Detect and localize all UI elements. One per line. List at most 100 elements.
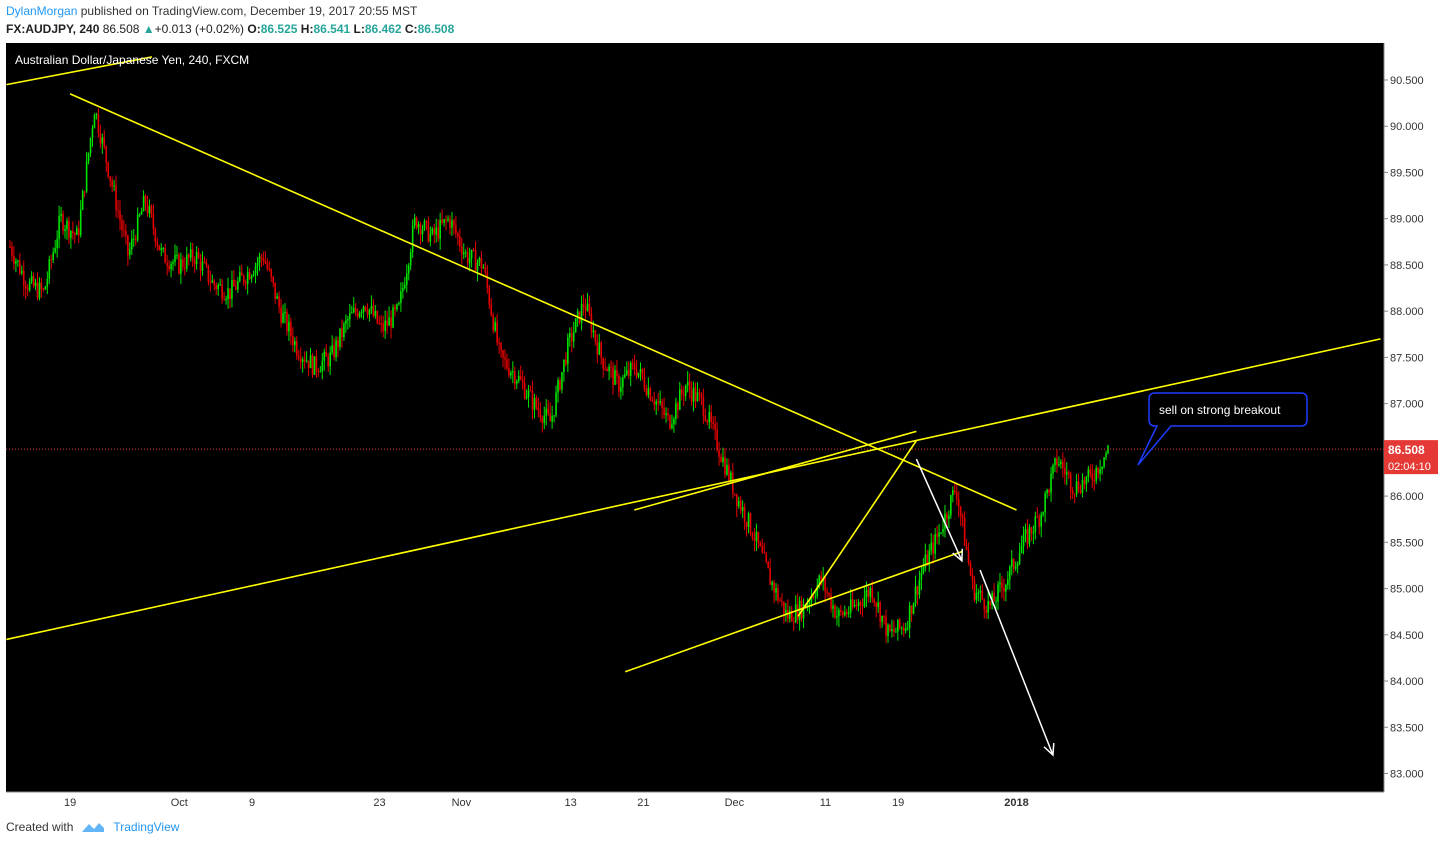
candle-body (765, 553, 768, 562)
candle-body (1014, 566, 1017, 569)
candle-body (1093, 480, 1096, 482)
candle-body (737, 500, 740, 507)
candle-body (276, 296, 278, 299)
published-text: published on TradingView.com, December 1… (80, 4, 418, 18)
candle-body (663, 408, 665, 416)
candle-body (1067, 472, 1070, 474)
candle-body (514, 371, 516, 384)
annotation-callout[interactable]: sell on strong breakout (1137, 392, 1308, 466)
x-tick-label: 9 (249, 797, 255, 809)
candle-body (242, 275, 245, 283)
candle-body (484, 267, 487, 273)
candle-body (669, 415, 671, 429)
candle-body (1073, 493, 1076, 495)
y-tick-label: 85.000 (1390, 584, 1424, 596)
symbol-label: FX:AUDJPY, 240 (6, 22, 100, 36)
candle-body (745, 522, 748, 527)
price-chart[interactable]: 90.500 90.000 89.500 89.000 88.500 88.000 87.5… (6, 43, 1440, 810)
candle-body (1022, 533, 1025, 547)
candle-body (172, 261, 174, 264)
time-axis[interactable] (6, 792, 1440, 810)
candle-body (629, 363, 632, 376)
high-label: H: (300, 22, 314, 36)
candle-body (223, 298, 225, 300)
candle-body (504, 357, 506, 360)
tradingview-link[interactable]: TradingView (113, 820, 180, 834)
candle-body (423, 220, 426, 230)
chart-container[interactable]: 90.500 90.000 89.500 89.000 88.500 88.000 87.5… (6, 43, 1440, 810)
candle-body (28, 281, 31, 291)
candle-body (1058, 464, 1060, 466)
candle-body (720, 456, 722, 463)
candle-body (633, 363, 636, 370)
candle-body (781, 601, 783, 603)
candle-body (427, 221, 430, 242)
candle-body (527, 390, 530, 397)
candle-body (264, 260, 267, 263)
candle-body (1054, 458, 1056, 466)
candle-body (912, 603, 915, 614)
x-tick-label: Oct (171, 797, 188, 809)
candle-body (598, 342, 601, 355)
candle-body (712, 422, 714, 425)
candle-body (539, 410, 542, 419)
candle-body (339, 328, 341, 348)
candle-body (1032, 532, 1035, 534)
candle-body (924, 554, 927, 568)
candles-group (9, 108, 1109, 643)
price-axis[interactable] (1384, 43, 1440, 792)
candle-body (209, 281, 212, 283)
candle-body (961, 515, 964, 519)
candle-body (451, 220, 453, 228)
candle-body (953, 490, 956, 493)
candle-body (282, 313, 284, 323)
candle-body (928, 550, 931, 566)
candle-body (877, 602, 879, 608)
candle-body (902, 627, 905, 631)
candle-body (148, 206, 151, 214)
candle-body (914, 586, 917, 604)
candle-body (1103, 457, 1105, 467)
candle-body (718, 449, 720, 457)
candle-body (1089, 469, 1092, 474)
candle-body (973, 579, 976, 600)
candle-body (645, 388, 648, 396)
candle-body (576, 311, 579, 319)
candle-body (52, 252, 55, 261)
y-tick-label: 84.000 (1390, 676, 1424, 688)
candle-body (726, 464, 728, 475)
candle-body (769, 568, 771, 585)
candle-body (240, 272, 243, 276)
candle-body (203, 261, 206, 263)
candle-body (1036, 516, 1039, 518)
candle-body (1052, 465, 1054, 474)
candle-body (981, 590, 984, 600)
candle-body (525, 396, 528, 399)
candle-body (233, 280, 235, 287)
candle-body (447, 218, 449, 221)
y-tick-label: 88.500 (1390, 260, 1424, 272)
candle-body (254, 266, 257, 275)
candle-body (19, 260, 21, 274)
candle-body (386, 320, 388, 326)
candle-body (64, 229, 66, 231)
candle-body (853, 605, 856, 607)
candle-body (987, 600, 989, 613)
candle-body (435, 227, 438, 235)
created-with-text: Created with (6, 820, 74, 834)
candle-body (771, 581, 773, 585)
candle-body (792, 621, 795, 623)
candle-body (166, 263, 168, 267)
candle-body (610, 366, 612, 368)
author-link[interactable]: DylanMorgan (6, 4, 78, 18)
candle-body (602, 358, 604, 369)
candle-body (174, 254, 176, 262)
candle-body (989, 600, 991, 606)
candle-body (274, 282, 276, 299)
candle-body (985, 609, 988, 613)
candle-body (794, 604, 797, 623)
candle-body (512, 371, 514, 373)
candle-body (1105, 453, 1107, 458)
candle-body (205, 262, 208, 266)
price-tag-box (1384, 440, 1438, 475)
